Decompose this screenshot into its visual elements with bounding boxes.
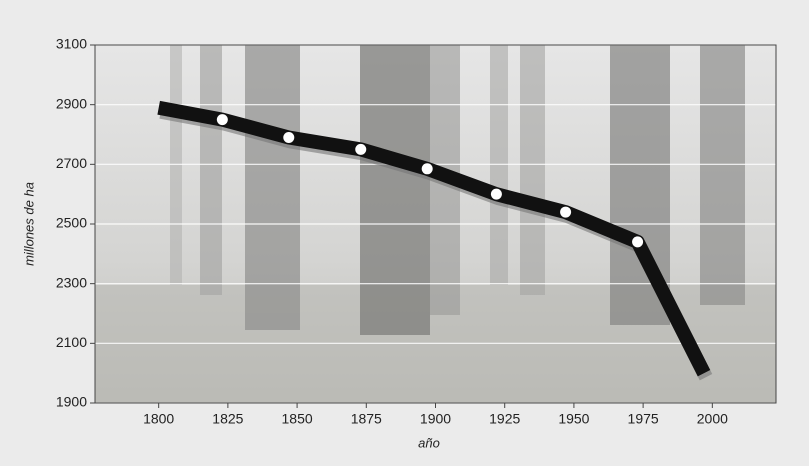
x-tick-label: 1825 — [212, 411, 243, 427]
chart: año millones de ha 1900 2100 2300 2500 2700 2… — [0, 0, 809, 466]
y-tick-label: 2300 — [56, 274, 87, 290]
point — [217, 114, 228, 125]
x-tick-label: 2000 — [697, 411, 728, 427]
y-tick-label: 1900 — [56, 394, 87, 410]
x-tick-label: 1950 — [558, 411, 589, 427]
x-tick-label: 1975 — [628, 411, 659, 427]
y-tick-label: 2500 — [56, 215, 87, 231]
y-tick-label: 2100 — [56, 334, 87, 350]
y-tick-label: 3100 — [56, 36, 87, 52]
point — [632, 236, 643, 247]
x-tick-label: 1850 — [282, 411, 313, 427]
y-tick-label: 2700 — [56, 155, 87, 171]
x-tick-label: 1900 — [420, 411, 451, 427]
point — [491, 189, 502, 200]
x-tick-label: 1875 — [351, 411, 382, 427]
point — [560, 207, 571, 218]
point — [355, 144, 366, 155]
x-axis-title: año — [418, 435, 440, 450]
x-tick-label: 1800 — [143, 411, 174, 427]
y-tick-label: 2900 — [56, 95, 87, 111]
point — [283, 132, 294, 143]
y-axis-title: millones de ha — [21, 182, 36, 266]
point — [422, 163, 433, 174]
x-tick-label: 1925 — [489, 411, 520, 427]
